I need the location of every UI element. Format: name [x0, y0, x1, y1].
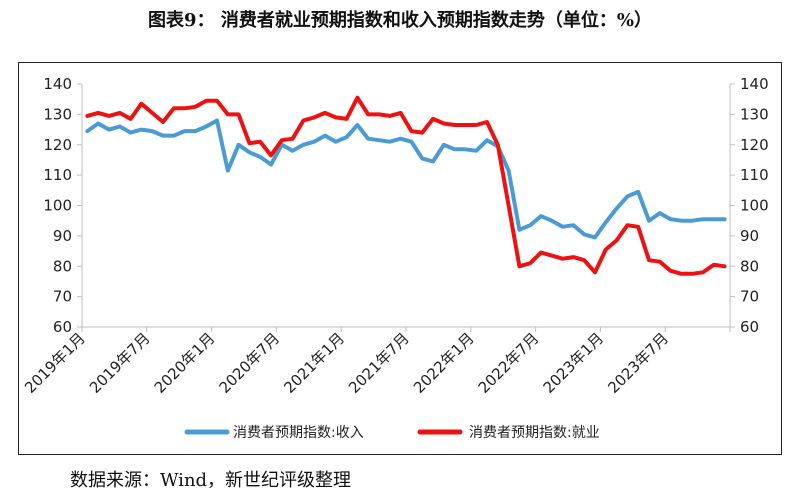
left-y-tick-label: 100	[43, 197, 72, 215]
income-series-line	[85, 118, 727, 240]
right-y-tick-label: 100	[740, 197, 769, 215]
chart-legend: 消费者预期指数:收入 消费者预期指数:就业	[184, 425, 600, 441]
left-y-tick-label: 140	[43, 75, 72, 93]
series-lines	[85, 95, 727, 276]
x-tick-label: 2020年7月	[216, 329, 284, 397]
right-y-tick-label: 60	[740, 318, 759, 336]
right-y-tick-label: 80	[740, 257, 759, 275]
legend-label-income: 消费者预期指数:收入	[233, 425, 364, 441]
x-axis-ticks: 2019年1月2019年7月2020年1月2020年7月2021年1月2021年…	[21, 327, 731, 397]
x-tick-label: 2021年1月	[280, 329, 348, 397]
legend-label-employment: 消费者预期指数:就业	[469, 425, 600, 441]
left-y-tick-label: 110	[43, 166, 72, 184]
x-tick-label: 2019年1月	[21, 329, 89, 397]
right-y-tick-label: 140	[740, 75, 769, 93]
x-tick-label: 2022年1月	[410, 329, 478, 397]
x-tick-label: 2023年7月	[604, 329, 672, 397]
left-y-tick-label: 60	[53, 318, 72, 336]
right-y-tick-label: 110	[740, 166, 769, 184]
right-y-tick-label: 90	[740, 227, 759, 245]
left-y-tick-label: 120	[43, 136, 72, 154]
x-tick-label: 2022年7月	[475, 329, 543, 397]
x-tick-label: 2020年1月	[151, 329, 219, 397]
right-y-tick-label: 120	[740, 136, 769, 154]
right-y-tick-label: 70	[740, 288, 759, 306]
left-y-tick-label: 70	[53, 288, 72, 306]
left-y-tick-label: 90	[53, 227, 72, 245]
employment-series-line	[85, 95, 727, 276]
x-tick-label: 2019年7月	[86, 329, 154, 397]
right-y-tick-label: 130	[740, 105, 769, 123]
chart-title: 图表9： 消费者就业预期指数和收入预期指数走势（单位：%）	[148, 10, 652, 31]
source-note: 数据来源：Wind，新世纪评级整理	[70, 470, 352, 491]
x-tick-label: 2023年1月	[540, 329, 608, 397]
right-y-axis-ticks: 60 70 80 90 100 110 120 130 140	[730, 75, 769, 336]
left-y-tick-label: 130	[43, 105, 72, 123]
x-tick-label: 2021年7月	[345, 329, 413, 397]
left-y-tick-label: 80	[53, 257, 72, 275]
left-y-axis-ticks: 60 70 80 90 100 110 120 130 140	[43, 75, 82, 336]
chart-frame	[18, 62, 782, 455]
